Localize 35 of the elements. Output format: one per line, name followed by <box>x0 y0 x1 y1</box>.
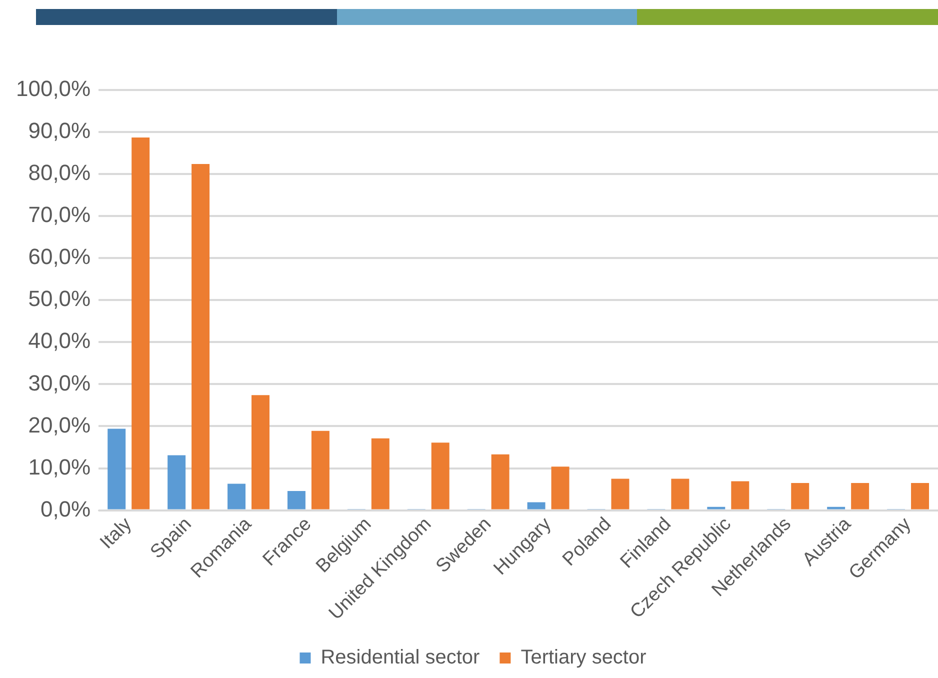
legend-label: Tertiary sector <box>520 646 647 669</box>
bar <box>252 395 270 510</box>
y-tick-label: 20,0% <box>28 412 91 438</box>
bar <box>311 430 330 510</box>
bar <box>827 506 846 510</box>
y-tick-label: 80,0% <box>28 160 91 186</box>
bar <box>431 442 450 510</box>
bar <box>707 506 726 510</box>
y-tick-label: 70,0% <box>28 202 91 228</box>
bar <box>491 454 510 510</box>
y-tick-label: 30,0% <box>28 370 91 396</box>
y-tick-label: 90,0% <box>28 118 91 144</box>
y-tick-label: 0,0% <box>40 496 91 522</box>
bar <box>611 478 630 510</box>
y-tick-label: 40,0% <box>28 328 91 354</box>
bar <box>527 502 546 510</box>
bar <box>551 466 570 510</box>
bar <box>851 482 870 510</box>
y-tick-label: 60,0% <box>28 244 91 270</box>
bar <box>911 482 930 510</box>
y-tick-label: 10,0% <box>28 454 91 480</box>
bar <box>287 490 306 510</box>
bar <box>371 438 390 510</box>
y-tick-label: 50,0% <box>28 286 91 312</box>
x-tick-label: Italy <box>96 513 136 554</box>
y-tick-label: 100,0% <box>16 76 91 102</box>
bar <box>228 484 246 510</box>
legend-label: Residential sector <box>320 646 480 669</box>
bar <box>168 455 186 510</box>
bar <box>731 481 750 510</box>
bar <box>671 478 690 510</box>
bar <box>108 428 126 510</box>
bar <box>791 482 810 510</box>
bar <box>192 164 210 510</box>
bar <box>132 137 150 510</box>
